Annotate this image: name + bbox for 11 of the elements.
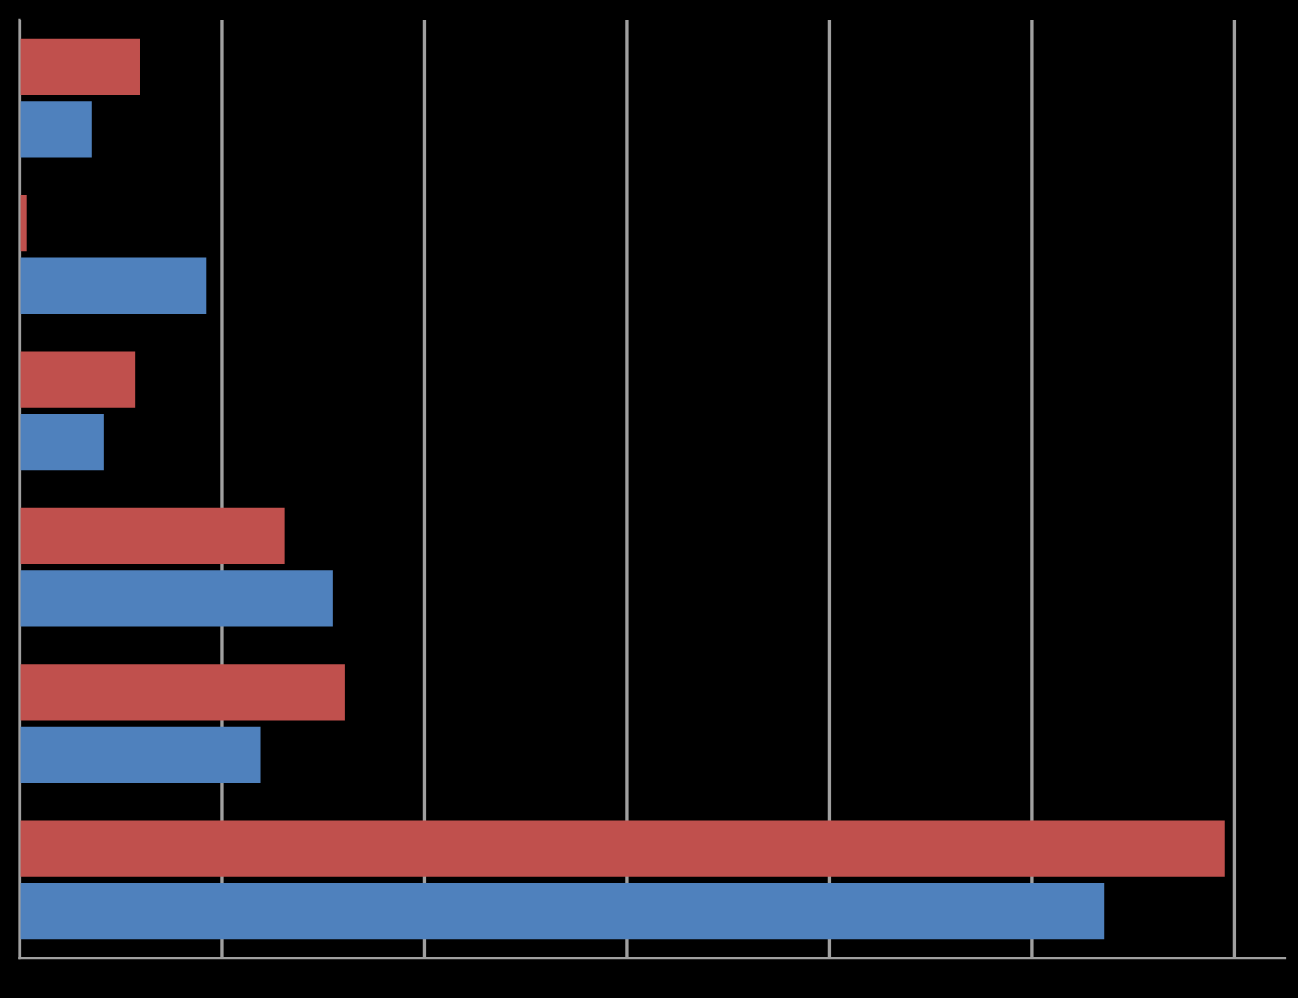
bar — [19, 257, 207, 314]
bar — [19, 664, 345, 721]
bar — [19, 507, 285, 565]
bar — [19, 38, 140, 96]
bar — [19, 570, 333, 627]
bar — [19, 820, 1225, 877]
bar — [19, 883, 1105, 940]
bar — [19, 413, 104, 471]
bar — [19, 351, 136, 408]
bar — [19, 726, 261, 783]
bar — [19, 101, 92, 158]
